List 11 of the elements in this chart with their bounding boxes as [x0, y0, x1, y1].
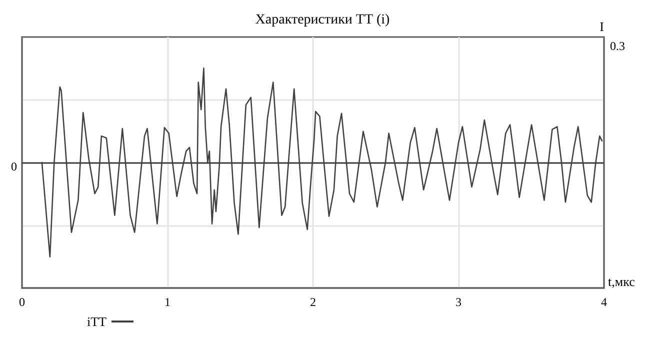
x-tick-label: 1: [164, 295, 170, 309]
y2-axis-title: I: [600, 19, 604, 34]
x-tick-label: 4: [601, 295, 607, 309]
x-axis-title: t,мкс: [608, 274, 636, 289]
x-tick-label: 0: [19, 295, 25, 309]
legend-label: iTT: [86, 314, 107, 329]
x-tick-label: 3: [456, 295, 462, 309]
text: 0: [11, 160, 17, 174]
x-tick-label: 2: [310, 295, 316, 309]
text: 0.3: [610, 39, 625, 53]
chart-title: Характеристики ТТ (i): [255, 12, 390, 28]
